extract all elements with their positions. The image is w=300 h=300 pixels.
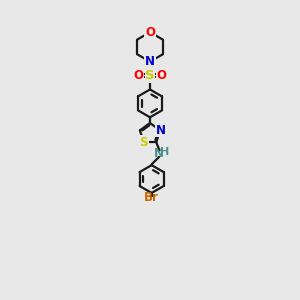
Text: S: S xyxy=(140,136,148,149)
Text: O: O xyxy=(157,69,167,82)
Text: H: H xyxy=(160,147,169,157)
Text: N: N xyxy=(145,55,155,68)
Text: S: S xyxy=(145,69,155,82)
Text: O: O xyxy=(133,69,143,82)
Text: N: N xyxy=(156,124,166,137)
Text: Br: Br xyxy=(144,191,159,204)
Text: O: O xyxy=(145,26,155,39)
Text: N: N xyxy=(154,147,164,160)
